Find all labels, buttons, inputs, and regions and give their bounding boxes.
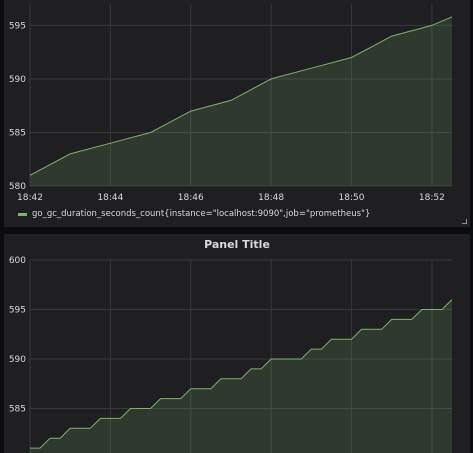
chart-panel-top[interactable]: 580 585 590 595 18:42 18:44 18:46 18:48 18:50 18:…: [4, 0, 470, 227]
series-area: [30, 299, 452, 453]
y-tick-label: 590: [9, 75, 26, 85]
y-tick-label: 585: [9, 128, 26, 138]
legend-swatch: [18, 212, 27, 216]
x-tick-label: 18:44: [97, 193, 123, 203]
chart-bottom-svg: 585 590 595 600: [9, 256, 453, 453]
y-tick-label: 590: [9, 355, 26, 365]
x-tick-label: 18:52: [419, 193, 445, 203]
legend-label[interactable]: go_gc_duration_seconds_count{instance="l…: [32, 209, 371, 219]
resize-handle-icon[interactable]: [462, 219, 467, 224]
series-area: [30, 16, 452, 186]
chart-top-svg: 580 585 590 595 18:42 18:44 18:46 18:48 18:50 18:…: [9, 4, 453, 203]
y-tick-label: 600: [9, 256, 26, 266]
y-tick-label: 595: [9, 305, 26, 315]
y-tick-label: 595: [9, 21, 26, 31]
series-line: [29, 16, 453, 176]
panel-title[interactable]: Panel Title: [204, 238, 270, 251]
y-tick-label: 580: [9, 182, 26, 192]
series-line: [30, 299, 453, 449]
x-tick-label: 18:46: [178, 193, 204, 203]
x-tick-label: 18:48: [258, 193, 284, 203]
chart-panel-bottom[interactable]: Panel Title 585 590 595 600: [4, 234, 470, 453]
y-tick-label: 585: [9, 404, 26, 414]
x-tick-label: 18:42: [17, 193, 43, 203]
x-tick-label: 18:50: [339, 193, 365, 203]
legend[interactable]: go_gc_duration_seconds_count{instance="l…: [18, 209, 370, 219]
